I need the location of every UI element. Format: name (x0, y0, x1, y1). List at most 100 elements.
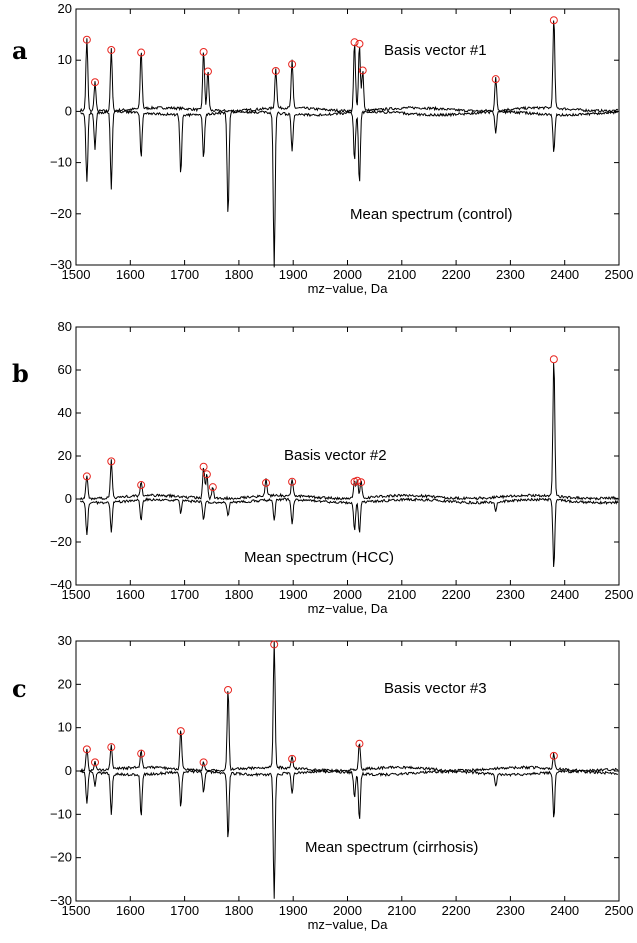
y-tick-label: −20 (50, 534, 72, 549)
x-tick-label: 1600 (116, 903, 145, 918)
peak-marker (82, 745, 91, 754)
peak-marker (353, 476, 362, 485)
y-tick-label: 0 (65, 763, 72, 778)
peak-marker (107, 45, 116, 54)
x-tick-label: 2300 (496, 587, 525, 602)
x-tick-label: 1600 (116, 587, 145, 602)
y-tick-label: 10 (58, 52, 72, 67)
annotation-basis-vector-1: Basis vector #1 (384, 42, 487, 59)
y-tick-label: 40 (58, 405, 72, 420)
x-axis-label: mz−value, Da (308, 917, 389, 932)
annotation-mean-spectrum-hcc: Mean spectrum (HCC) (244, 549, 394, 566)
plot-frame (75, 8, 620, 266)
peak-marker (357, 478, 366, 487)
y-tick-label: 10 (58, 720, 72, 735)
basis-vector-line (79, 20, 619, 114)
annotation-mean-spectrum-cirrhosis: Mean spectrum (cirrhosis) (305, 839, 478, 856)
peak-marker (107, 743, 116, 752)
peak-marker (288, 60, 297, 69)
peak-marker (358, 66, 367, 75)
x-tick-label: 1800 (224, 587, 253, 602)
panel-label-a: a (12, 36, 28, 65)
y-tick-label: −20 (50, 206, 72, 221)
y-tick-label: 30 (58, 633, 72, 648)
x-tick-label: 2500 (605, 587, 634, 602)
y-tick-label: −10 (50, 155, 72, 170)
peak-marker (176, 727, 185, 736)
mean-spectrum-line (79, 497, 619, 567)
x-tick-label: 2200 (442, 903, 471, 918)
peak-marker (355, 39, 364, 48)
x-tick-label: 2500 (605, 267, 634, 282)
peak-marker (107, 457, 116, 466)
y-tick-label: 0 (65, 103, 72, 118)
panel-a: 1500 1600 1700 1800 1900 2000 2100 2200 2300 2400… (50, 1, 634, 296)
peak-marker (137, 48, 146, 57)
x-tick-label: 2200 (442, 587, 471, 602)
x-tick-label: 1600 (116, 267, 145, 282)
peak-marker (91, 758, 100, 767)
y-tick-label: 0 (65, 491, 72, 506)
x-tick-label: 1700 (170, 587, 199, 602)
peak-marker (82, 35, 91, 44)
peak-marker (549, 16, 558, 25)
mean-spectrum-line (79, 768, 619, 899)
y-tick-label: 80 (58, 319, 72, 334)
panel-label-c: c (12, 674, 27, 703)
x-tick-label: 2200 (442, 267, 471, 282)
peak-marker (91, 78, 100, 87)
panel-b: 1500 1600 1700 1800 1900 2000 2100 2200 2300 2400… (50, 319, 634, 616)
y-tick-label: 20 (58, 676, 72, 691)
annotation-mean-spectrum-control: Mean spectrum (control) (350, 206, 513, 223)
peak-marker (270, 640, 279, 649)
peak-marker (203, 67, 212, 76)
x-tick-label: 2000 (333, 267, 362, 282)
y-tick-label: −40 (50, 577, 72, 592)
y-tick-label: 60 (58, 362, 72, 377)
x-tick-label: 1800 (224, 903, 253, 918)
x-axis-label: mz−value, Da (308, 281, 389, 296)
x-tick-label: 2300 (496, 903, 525, 918)
x-tick-label: 2400 (550, 587, 579, 602)
x-tick-label: 2400 (550, 903, 579, 918)
x-tick-label: 1500 (62, 903, 91, 918)
peak-marker (491, 75, 500, 84)
peak-marker (549, 355, 558, 364)
peak-marker (199, 462, 208, 471)
y-tick-label: −30 (50, 893, 72, 908)
panel-c: 1500 1600 1700 1800 1900 2000 2100 2200 2300 2400… (50, 633, 634, 932)
y-tick-label: −20 (50, 850, 72, 865)
x-tick-label: 2000 (333, 903, 362, 918)
peak-marker (224, 685, 233, 694)
x-tick-label: 2400 (550, 267, 579, 282)
peak-marker (82, 472, 91, 481)
peak-marker (350, 38, 359, 47)
x-tick-label: 2500 (605, 903, 634, 918)
basis-vector-line (79, 641, 619, 773)
x-tick-label: 1700 (170, 903, 199, 918)
x-tick-label: 1700 (170, 267, 199, 282)
x-tick-label: 2100 (387, 587, 416, 602)
x-tick-label: 2100 (387, 267, 416, 282)
x-tick-label: 2300 (496, 267, 525, 282)
peak-marker (199, 48, 208, 57)
peak-marker (355, 739, 364, 748)
peak-marker (262, 478, 271, 487)
x-tick-label: 1900 (279, 903, 308, 918)
peak-marker (202, 470, 211, 479)
basis-vector-line (79, 362, 619, 501)
x-tick-label: 1900 (279, 267, 308, 282)
x-axis-label: mz−value, Da (308, 601, 389, 616)
x-tick-label: 1500 (62, 267, 91, 282)
peak-marker (549, 751, 558, 760)
y-tick-label: −30 (50, 257, 72, 272)
y-tick-label: −10 (50, 806, 72, 821)
annotation-basis-vector-2: Basis vector #2 (284, 447, 387, 464)
x-tick-label: 2100 (387, 903, 416, 918)
x-tick-label: 1500 (62, 587, 91, 602)
y-tick-label: 20 (58, 448, 72, 463)
x-tick-label: 1900 (279, 587, 308, 602)
mean-spectrum-line (80, 109, 619, 268)
peak-marker (137, 481, 146, 490)
